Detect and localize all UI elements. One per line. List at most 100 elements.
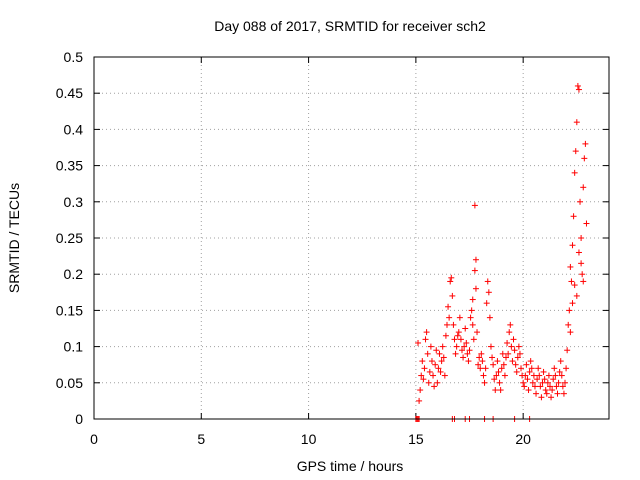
data-point [494, 358, 501, 365]
data-point [495, 368, 502, 375]
data-point [460, 354, 467, 361]
data-point [548, 394, 555, 401]
x-axis-label: GPS time / hours [297, 458, 404, 474]
data-point [442, 332, 449, 339]
data-point [554, 390, 561, 397]
y-tick-label: 0.35 [56, 158, 83, 174]
data-point [492, 387, 499, 394]
data-point [440, 354, 447, 361]
data-point [572, 148, 579, 155]
data-point [474, 329, 481, 336]
data-point [504, 339, 511, 346]
data-point [530, 372, 537, 379]
data-point [437, 368, 444, 375]
data-point [569, 300, 576, 307]
y-tick-label: 0.15 [56, 302, 83, 318]
data-point [471, 202, 478, 209]
data-point [481, 379, 488, 386]
data-point [476, 354, 483, 361]
data-point [472, 256, 479, 263]
data-point [478, 350, 485, 357]
data-point [567, 329, 574, 336]
y-tick-label: 0 [75, 411, 83, 427]
data-point [451, 336, 458, 343]
data-point [485, 289, 492, 296]
data-point [487, 343, 494, 350]
data-point [462, 325, 469, 332]
data-point [434, 379, 441, 386]
data-point [575, 249, 582, 256]
data-point [469, 321, 476, 328]
data-point [491, 376, 498, 383]
data-point [497, 387, 504, 394]
data-point [579, 271, 586, 278]
data-point [505, 350, 512, 357]
data-point [580, 184, 587, 191]
data-point [510, 336, 517, 343]
y-tick-label: 0.25 [56, 230, 83, 246]
data-point [446, 314, 453, 321]
data-point [516, 350, 523, 357]
data-point [541, 376, 548, 383]
data-point [436, 350, 443, 357]
chart-title: Day 088 of 2017, SRMTID for receiver sch… [214, 18, 486, 34]
data-point [562, 379, 569, 386]
data-point [573, 119, 580, 126]
data-point [539, 379, 546, 386]
data-point [569, 242, 576, 249]
data-point [563, 365, 570, 372]
data-point [475, 361, 482, 368]
data-point [578, 260, 585, 267]
y-tick-label: 0.4 [64, 121, 84, 137]
data-point [489, 354, 496, 361]
data-point [483, 300, 490, 307]
data-point [426, 368, 433, 375]
x-tick-label: 5 [197, 431, 205, 447]
data-point [427, 343, 434, 350]
data-point [447, 278, 454, 285]
data-point [439, 343, 446, 350]
data-point [575, 86, 582, 93]
data-point [448, 274, 455, 281]
data-point [567, 263, 574, 270]
data-point [424, 350, 431, 357]
data-point [503, 354, 509, 361]
data-point [450, 321, 457, 328]
data-point [470, 336, 477, 343]
data-point [571, 282, 578, 289]
data-point [441, 372, 448, 379]
y-tick-label: 0.45 [56, 85, 83, 101]
data-point [468, 307, 475, 314]
x-tick-label: 15 [408, 431, 424, 447]
data-point [464, 350, 471, 357]
data-point [560, 390, 567, 397]
data-point [433, 347, 440, 354]
data-point [509, 358, 516, 365]
data-point [435, 365, 442, 372]
data-point [471, 267, 478, 274]
data-point [543, 390, 550, 397]
data-point [566, 307, 573, 314]
data-point [550, 376, 557, 383]
data-point [578, 235, 585, 241]
data-point [418, 372, 425, 379]
data-point [580, 278, 587, 285]
data-point [565, 321, 572, 328]
data-point [443, 321, 450, 328]
data-point [431, 383, 438, 390]
data-point [534, 376, 541, 383]
data-point [445, 303, 452, 310]
data-point [524, 376, 531, 383]
data-point [568, 278, 575, 285]
data-point [463, 339, 470, 346]
data-point [428, 358, 435, 365]
data-point [417, 387, 424, 394]
data-point [522, 372, 529, 379]
data-point [537, 383, 544, 390]
data-point [581, 155, 588, 162]
data-point [514, 354, 521, 361]
data-point [420, 376, 427, 383]
y-tick-label: 0.5 [64, 49, 84, 65]
grid [94, 57, 609, 419]
data-point [455, 329, 462, 336]
